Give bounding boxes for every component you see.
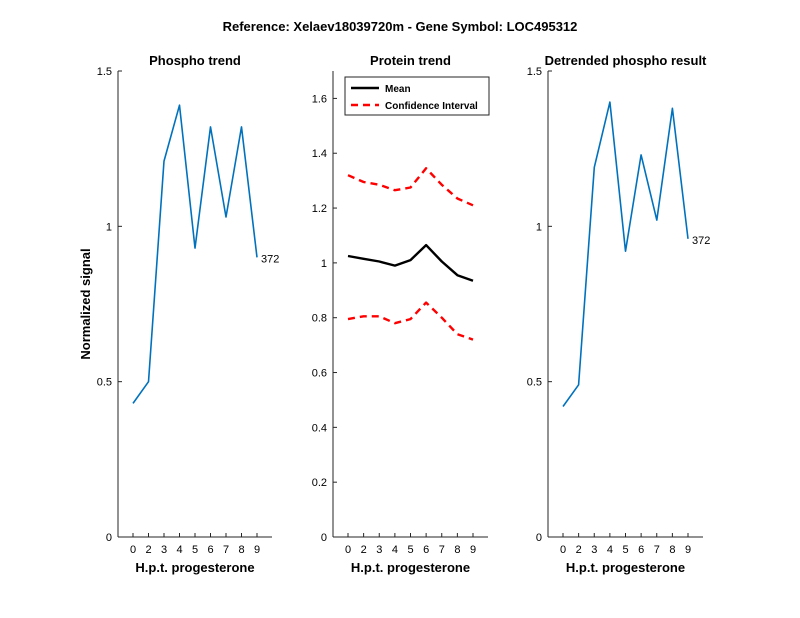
y-tick-label: 0.6 (312, 368, 327, 380)
y-tick-label: 0.2 (312, 477, 327, 489)
x-tick-label: 6 (207, 544, 213, 556)
series-line-mean (347, 243, 474, 282)
x-axis-label: H.p.t. progesterone (351, 560, 470, 575)
y-tick-label: 1.6 (312, 93, 327, 105)
x-tick-label: 0 (345, 544, 351, 556)
y-tick-label: 0.5 (97, 377, 112, 389)
series-end-label: 372 (692, 235, 710, 247)
x-tick-label: 9 (254, 544, 260, 556)
x-tick-label: 2 (361, 544, 367, 556)
legend-label-mean: Mean (385, 84, 411, 95)
x-tick-label: 9 (685, 544, 691, 556)
y-tick-label: 1.5 (527, 66, 542, 78)
x-tick-label: 7 (654, 544, 660, 556)
x-tick-label: 2 (145, 544, 151, 556)
x-tick-label: 3 (161, 544, 167, 556)
series-line-confidence-interval-lower (347, 301, 474, 341)
x-tick-label: 5 (192, 544, 198, 556)
y-tick-label: 0.4 (312, 422, 327, 434)
chart-title: Protein trend (370, 53, 451, 68)
y-tick-label: 1 (106, 221, 112, 233)
x-axis-label: H.p.t. progesterone (135, 560, 254, 575)
x-tick-label: 4 (607, 544, 613, 556)
figure-title: Reference: Xelaev18039720m - Gene Symbol… (223, 19, 578, 34)
y-tick-label: 0.8 (312, 313, 327, 325)
y-tick-label: 0.5 (527, 377, 542, 389)
y-tick-label: 0 (106, 532, 112, 544)
y-tick-label: 1 (536, 221, 542, 233)
x-tick-label: 4 (392, 544, 398, 556)
chart-title: Phospho trend (149, 53, 241, 68)
x-tick-label: 0 (560, 544, 566, 556)
y-tick-label: 0 (321, 532, 327, 544)
x-tick-label: 7 (439, 544, 445, 556)
x-tick-label: 9 (470, 544, 476, 556)
y-tick-label: 1.5 (97, 66, 112, 78)
legend-label-ci: Confidence Interval (385, 101, 478, 112)
y-tick-label: 1 (321, 258, 327, 270)
series-end-label: 372 (261, 253, 279, 265)
x-tick-label: 8 (669, 544, 675, 556)
x-tick-label: 4 (176, 544, 182, 556)
y-tick-label: 1.2 (312, 203, 327, 215)
x-tick-label: 0 (130, 544, 136, 556)
x-tick-label: 8 (238, 544, 244, 556)
x-tick-label: 3 (591, 544, 597, 556)
x-tick-label: 7 (223, 544, 229, 556)
series-line-372 (132, 104, 258, 404)
y-tick-label: 1.4 (312, 148, 327, 160)
y-tick-label: 0 (536, 532, 542, 544)
x-tick-label: 8 (454, 544, 460, 556)
x-tick-label: 3 (376, 544, 382, 556)
series-line-confidence-interval-upper (347, 167, 474, 207)
x-tick-label: 6 (638, 544, 644, 556)
y-axis-label: Normalized signal (78, 248, 93, 359)
x-axis-label: H.p.t. progesterone (566, 560, 685, 575)
x-tick-label: 6 (423, 544, 429, 556)
legend-box (344, 76, 490, 116)
chart-title: Detrended phospho result (545, 53, 707, 68)
x-tick-label: 5 (407, 544, 413, 556)
x-tick-label: 5 (622, 544, 628, 556)
series-line-372 (562, 101, 689, 407)
x-tick-label: 2 (576, 544, 582, 556)
